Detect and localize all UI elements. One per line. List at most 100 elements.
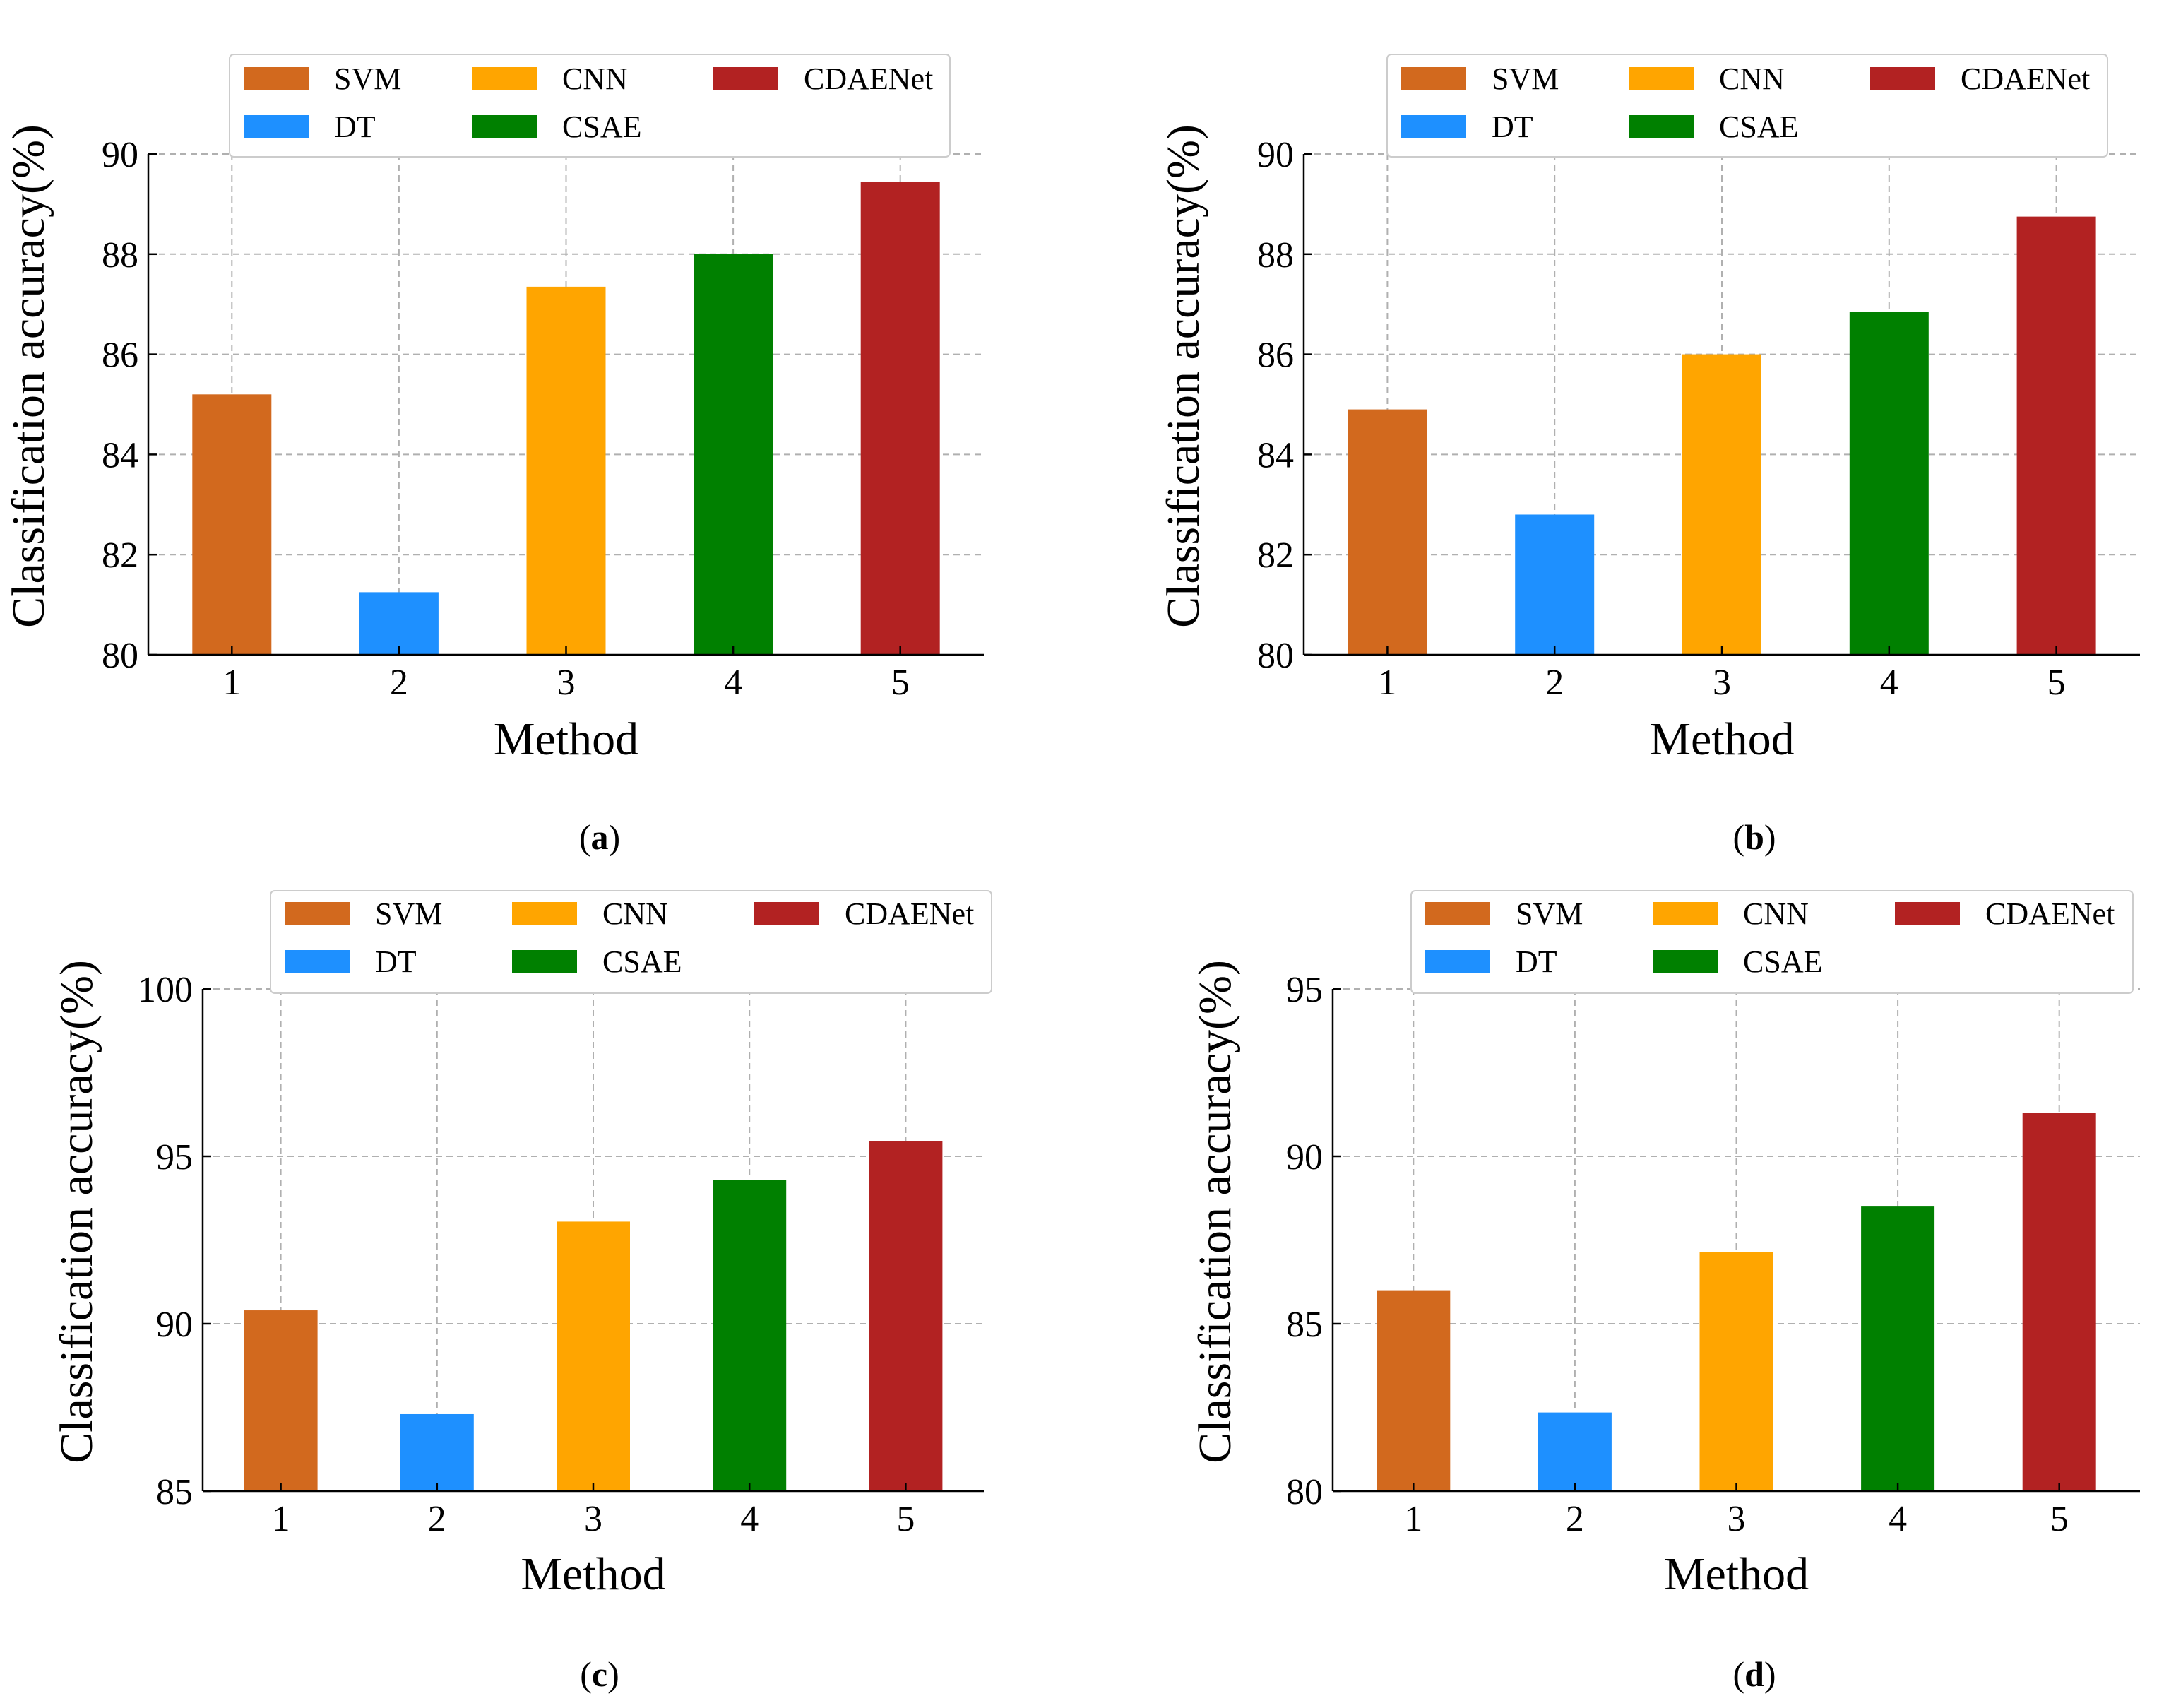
bar-dt: [1515, 514, 1595, 655]
y-tick-label: 85: [156, 1472, 193, 1512]
y-tick-label: 90: [102, 135, 138, 175]
legend-label: CDAENet: [1961, 61, 2090, 96]
x-tick-label: 3: [1713, 663, 1731, 703]
bar-cdaenet: [2022, 1113, 2096, 1491]
bar-csae: [713, 1180, 787, 1491]
legend-swatch: [1425, 902, 1490, 925]
bar-svm: [1377, 1290, 1451, 1491]
legend: SVM CNN CDAENet DT CSAE: [270, 890, 992, 994]
bar-cdaenet: [860, 181, 940, 655]
legend-label: CNN: [1743, 896, 1809, 931]
x-tick-label: 3: [584, 1499, 602, 1539]
x-tick-label: 2: [390, 663, 408, 703]
bar-svm: [244, 1310, 318, 1491]
y-tick-label: 100: [138, 970, 193, 1010]
y-axis-title: Classification accuracy(%): [1158, 124, 1209, 628]
legend-label: SVM: [334, 61, 401, 96]
legend-label: SVM: [1492, 61, 1559, 96]
chart-a: 1 2 3 4 5 80 82 84 86 88 90 Method Classification ac…: [3, 54, 984, 765]
x-tick-label: 4: [1880, 663, 1898, 703]
y-tick-label: 80: [1257, 636, 1294, 676]
y-tick-label: 80: [1286, 1472, 1323, 1512]
legend-swatch: [1401, 67, 1466, 90]
legend-swatch: [1629, 67, 1694, 90]
y-tick-label: 84: [102, 435, 138, 475]
x-axis-title: Method: [1649, 713, 1794, 765]
legend-label: CSAE: [1719, 109, 1798, 144]
bar-cnn: [1699, 1252, 1773, 1491]
y-tick-label: 84: [1257, 435, 1294, 475]
legend-label: DT: [334, 109, 376, 144]
chart-c: 1 2 3 4 5 85 90 95 100 Method Classification accur…: [51, 890, 992, 1600]
legend-label: DT: [375, 944, 417, 979]
bar-cdaenet: [869, 1141, 943, 1491]
legend: SVM CNN CDAENet DT CSAE: [229, 54, 951, 158]
x-tick-label: 2: [428, 1499, 446, 1539]
x-tick-label: 5: [2050, 1499, 2069, 1539]
bar-dt: [1538, 1412, 1612, 1491]
y-tick-label: 82: [1257, 535, 1294, 576]
legend-swatch: [285, 950, 350, 973]
y-tick-label: 88: [102, 235, 138, 275]
x-tick-label: 2: [1545, 663, 1564, 703]
legend-swatch: [1653, 950, 1718, 973]
legend-swatch: [512, 902, 577, 925]
bar-cdaenet: [2016, 216, 2096, 655]
bar-cnn: [526, 286, 606, 655]
legend-label: CDAENet: [845, 896, 974, 931]
y-tick-label: 82: [102, 535, 138, 576]
x-axis-title: Method: [1664, 1548, 1809, 1600]
x-tick-label: 2: [1566, 1499, 1584, 1539]
y-tick-label: 90: [1286, 1137, 1323, 1178]
legend-swatch: [1895, 902, 1960, 925]
legend-label: CSAE: [562, 109, 641, 144]
caption-d: (d): [1732, 1654, 1776, 1694]
y-axis-title: Classification accuracy(%): [51, 960, 102, 1464]
legend-swatch: [285, 902, 350, 925]
bar-dt: [400, 1413, 474, 1491]
bar-svm: [192, 394, 272, 655]
x-tick-label: 3: [1728, 1499, 1746, 1539]
bar-csae: [694, 254, 773, 655]
x-tick-label: 4: [740, 1499, 759, 1539]
legend-swatch: [244, 67, 309, 90]
x-tick-label: 4: [724, 663, 742, 703]
y-tick-label: 80: [102, 636, 138, 676]
x-tick-label: 3: [557, 663, 576, 703]
x-tick-label: 1: [1404, 1499, 1422, 1539]
x-axis-title: Method: [521, 1548, 665, 1600]
chart-d: 1 2 3 4 5 80 85 90 95 Method Classification accura…: [1189, 890, 2140, 1600]
legend-swatch: [1401, 115, 1466, 138]
legend-swatch: [472, 115, 537, 138]
y-tick-label: 90: [1257, 135, 1294, 175]
legend-label: CNN: [562, 61, 628, 96]
x-tick-label: 4: [1889, 1499, 1907, 1539]
x-tick-label: 5: [896, 1499, 915, 1539]
y-tick-label: 86: [102, 336, 138, 376]
x-tick-label: 5: [2047, 663, 2066, 703]
legend-label: CDAENet: [1985, 896, 2115, 931]
y-axis-title: Classification accuracy(%): [1189, 960, 1241, 1464]
x-axis-title: Method: [494, 713, 638, 765]
bar-dt: [359, 592, 439, 655]
legend-swatch: [1425, 950, 1490, 973]
legend-label: SVM: [375, 896, 442, 931]
legend-swatch: [1870, 67, 1935, 90]
legend-label: CSAE: [1743, 944, 1822, 979]
bar-csae: [1849, 312, 1929, 655]
chart-b: 1 2 3 4 5 80 82 84 86 88 90 Method Classification ac…: [1158, 54, 2140, 765]
legend-label: CSAE: [602, 944, 682, 979]
legend: SVM CNN CDAENet DT CSAE: [1386, 54, 2108, 158]
legend-swatch: [754, 902, 819, 925]
legend-swatch: [244, 115, 309, 138]
y-tick-label: 90: [156, 1305, 193, 1345]
y-tick-label: 95: [1286, 970, 1323, 1010]
legend-label: CNN: [1719, 61, 1785, 96]
y-tick-label: 86: [1257, 336, 1294, 376]
bar-cnn: [1682, 354, 1761, 655]
bar-cnn: [557, 1221, 630, 1491]
legend-label: CNN: [602, 896, 668, 931]
legend-swatch: [1653, 902, 1718, 925]
y-axis-title: Classification accuracy(%): [3, 124, 54, 628]
